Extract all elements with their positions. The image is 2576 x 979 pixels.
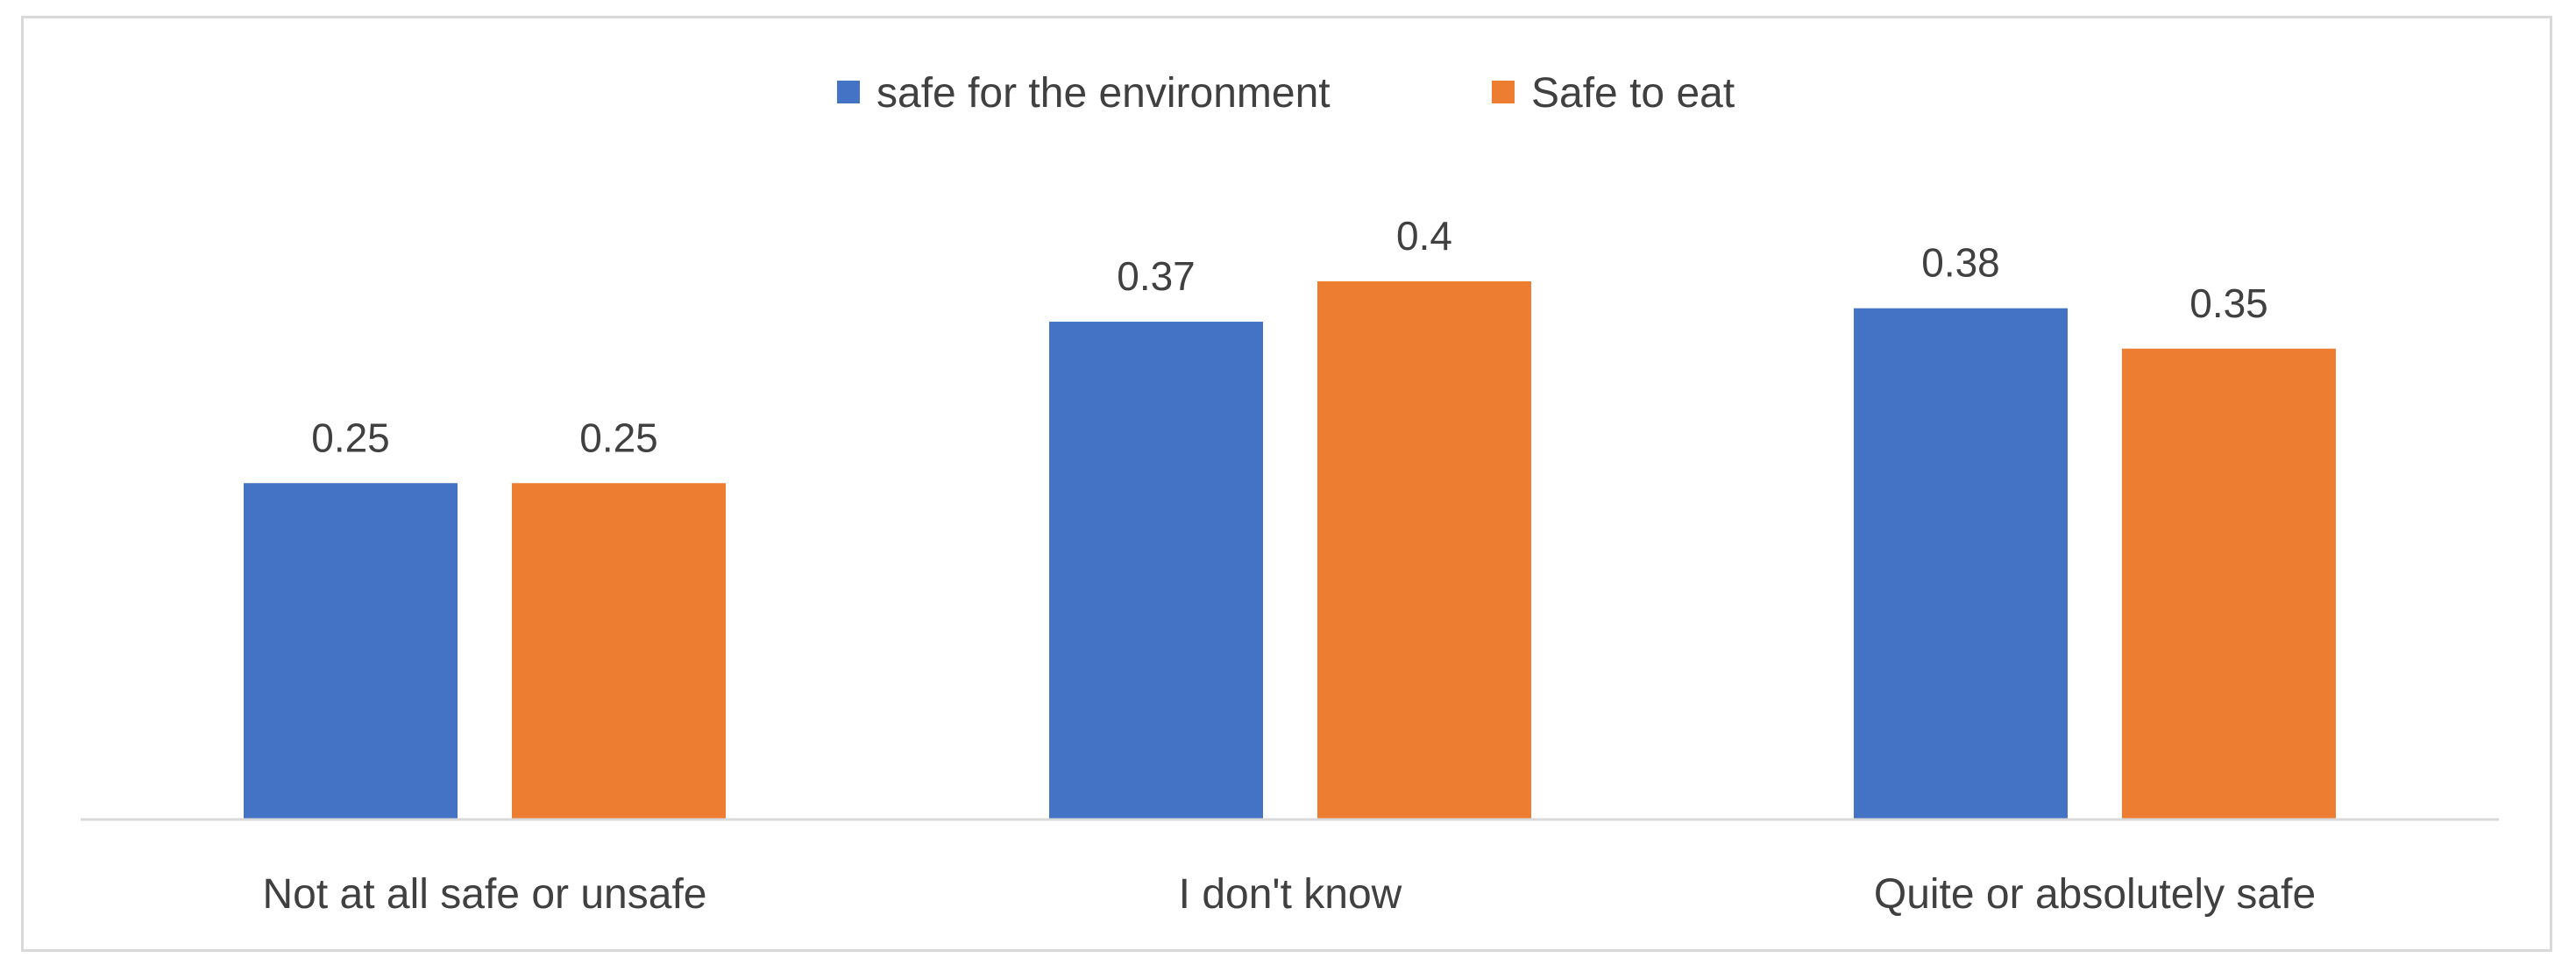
bar-environment-dont-know [1049, 322, 1263, 819]
data-label-environment-not-safe: 0.25 [311, 415, 390, 460]
legend-swatch-environment [837, 81, 860, 103]
bar-safe-to-eat-not-safe [512, 483, 726, 819]
bar-safe-to-eat-dont-know [1317, 281, 1531, 819]
legend: safe for the environment Safe to eat [837, 70, 1735, 117]
data-label-safe-to-eat-quite-safe: 0.35 [2189, 280, 2268, 326]
data-label-safe-to-eat-not-safe: 0.25 [579, 415, 658, 460]
bar-environment-quite-safe [1854, 308, 2068, 819]
data-label-safe-to-eat-dont-know: 0.4 [1396, 213, 1452, 259]
data-label-environment-dont-know: 0.37 [1117, 253, 1196, 299]
legend-swatch-safe-to-eat [1492, 81, 1515, 103]
data-labels: 0.25 0.37 0.38 0.25 0.4 0.35 [311, 213, 2268, 460]
category-label-not-safe: Not at all safe or unsafe [263, 871, 707, 918]
legend-label-environment: safe for the environment [876, 70, 1331, 117]
category-labels: Not at all safe or unsafe I don't know Q… [263, 871, 2317, 918]
bar-environment-not-safe [244, 483, 458, 819]
bar-safe-to-eat-quite-safe [2122, 348, 2336, 819]
legend-label-safe-to-eat: Safe to eat [1531, 70, 1735, 117]
category-label-quite-safe: Quite or absolutely safe [1874, 871, 2316, 918]
bars [244, 281, 2336, 819]
category-label-dont-know: I don't know [1179, 871, 1402, 918]
data-label-environment-quite-safe: 0.38 [1921, 240, 2000, 286]
